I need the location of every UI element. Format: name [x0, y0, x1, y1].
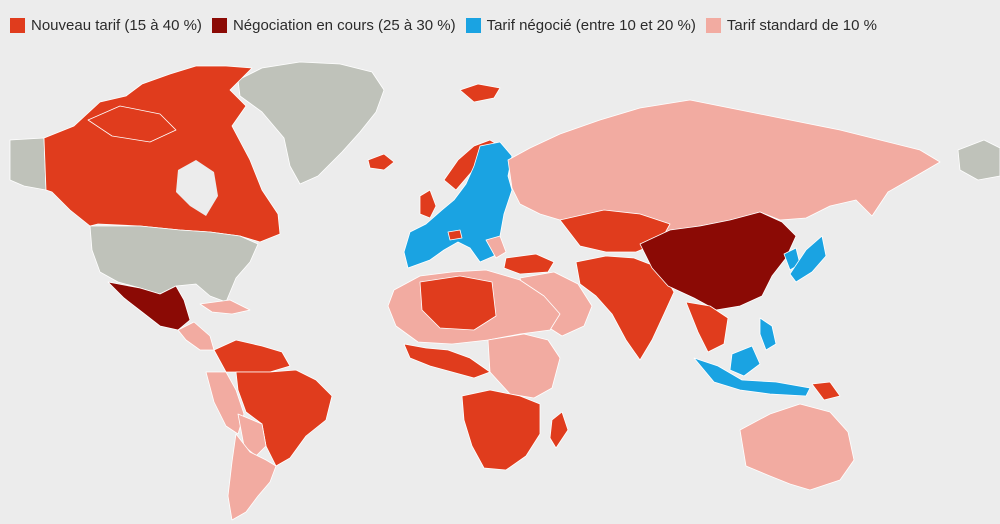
legend-swatch-new-tariff: [10, 18, 25, 33]
legend-item-standard: Tarif standard de 10 %: [705, 17, 877, 34]
united-kingdom: [419, 189, 437, 219]
legend-item-negotiated: Tarif négocié (entre 10 et 20 %): [465, 17, 696, 34]
madagascar: [549, 411, 569, 449]
alaska: [9, 137, 47, 191]
indonesia: [693, 357, 811, 397]
legend-swatch-standard: [705, 18, 721, 33]
west-africa: [403, 343, 491, 379]
australia: [739, 403, 855, 491]
chukotka: [957, 139, 1000, 181]
turkey: [503, 253, 555, 275]
iceland: [367, 153, 395, 171]
borneo: [729, 345, 761, 377]
legend-item-negotiation: Négociation en cours (25 à 30 %): [211, 17, 456, 34]
japan: [789, 235, 827, 283]
legend-label-negotiation: Négociation en cours (25 à 30 %): [232, 17, 456, 34]
northern-south-america: [213, 339, 291, 373]
china: [639, 211, 797, 311]
greenland: [237, 61, 385, 185]
european-union: [403, 141, 513, 269]
switzerland: [447, 229, 463, 241]
mexico: [107, 281, 191, 331]
legend-label-new-tariff: Nouveau tarif (15 à 40 %): [31, 17, 202, 34]
southeast-asia: [685, 301, 729, 353]
southern-africa: [461, 389, 541, 471]
legend-item-new-tariff: Nouveau tarif (15 à 40 %): [10, 17, 202, 34]
southern-cone: [227, 433, 277, 521]
east-africa: [487, 333, 561, 399]
svalbard: [459, 83, 501, 103]
legend-label-standard: Tarif standard de 10 %: [726, 17, 877, 34]
legend-swatch-negotiation: [211, 18, 227, 33]
philippines: [759, 317, 777, 351]
map-legend: Nouveau tarif (15 à 40 %) Négociation en…: [10, 17, 877, 34]
world-map: [9, 61, 1000, 521]
papua-new-guinea: [811, 381, 841, 401]
canada-arctic-islands: [87, 105, 177, 143]
canada: [43, 65, 281, 243]
south-asia: [575, 255, 675, 361]
legend-swatch-negotiated: [465, 18, 481, 33]
brazil: [235, 369, 333, 467]
maghreb: [419, 275, 497, 331]
hudson-bay: [176, 160, 218, 216]
central-america: [177, 321, 215, 351]
russia: [507, 99, 941, 233]
united-states: [89, 225, 259, 303]
balkans: [485, 235, 507, 259]
caribbean: [199, 299, 251, 315]
legend-label-negotiated: Tarif négocié (entre 10 et 20 %): [486, 17, 696, 34]
